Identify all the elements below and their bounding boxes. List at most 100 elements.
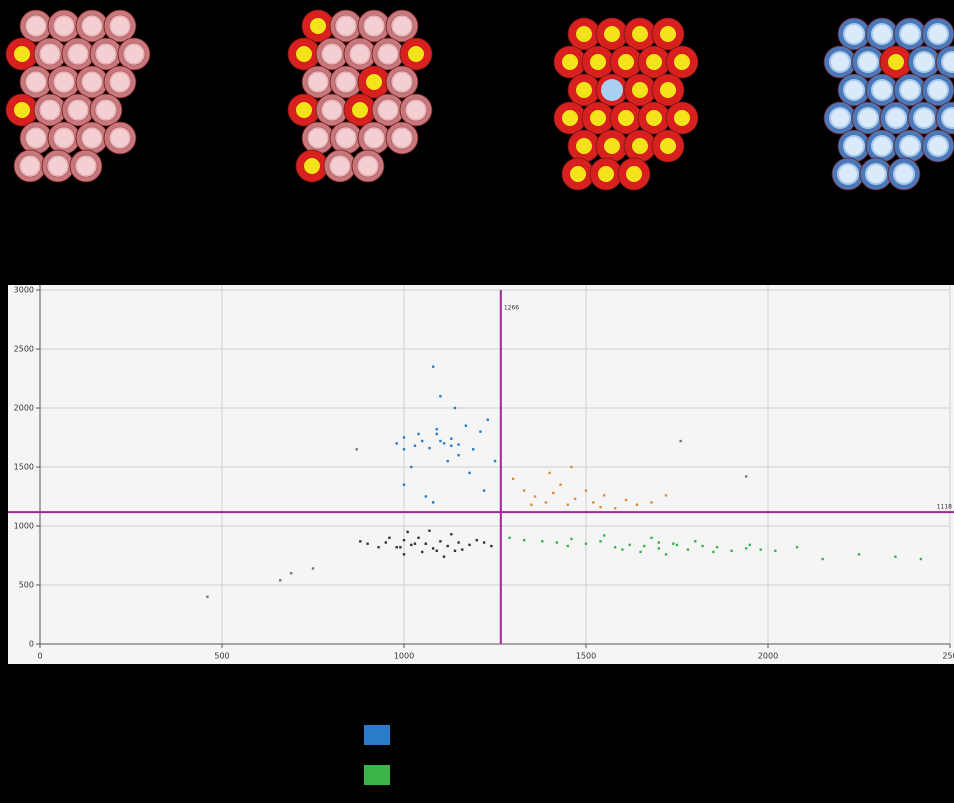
point [417, 536, 420, 539]
cell-core [55, 17, 73, 35]
point [413, 542, 417, 545]
cell-core [604, 138, 620, 154]
point [366, 542, 369, 545]
cell-core [845, 137, 863, 155]
point [712, 550, 715, 554]
point [744, 475, 748, 478]
point [857, 553, 861, 556]
cell-core [867, 165, 885, 183]
cell-core [590, 110, 606, 126]
point [730, 549, 733, 552]
plot-panel [8, 285, 954, 664]
cell-core [331, 157, 349, 175]
point [399, 546, 402, 549]
cell-core [14, 46, 30, 62]
point [748, 543, 751, 547]
point [715, 546, 719, 549]
point [566, 503, 569, 506]
point [450, 444, 453, 447]
point [279, 579, 282, 582]
point [421, 439, 424, 443]
point [428, 446, 431, 450]
point [402, 553, 406, 556]
point [439, 395, 442, 398]
point [664, 553, 668, 556]
point [541, 540, 544, 543]
cell-core [845, 25, 863, 43]
point [774, 549, 777, 552]
cell-core [111, 129, 129, 147]
cell-core [831, 53, 849, 71]
cell-core [69, 101, 87, 119]
point [468, 471, 471, 475]
cell-core [603, 81, 621, 99]
point [628, 543, 631, 547]
cell-core [393, 73, 411, 91]
point [384, 541, 387, 544]
point [559, 483, 562, 486]
cell-core [27, 129, 45, 147]
point [650, 536, 653, 539]
cell-core [351, 45, 369, 63]
point [417, 432, 420, 436]
point [446, 459, 449, 463]
cell-core [309, 73, 327, 91]
point [359, 540, 362, 543]
point [206, 595, 209, 598]
point [672, 542, 675, 545]
point [442, 442, 446, 445]
point [395, 546, 398, 549]
point [919, 557, 923, 561]
y-tick-label: 1000 [14, 522, 34, 531]
cell-core [41, 45, 59, 63]
point [599, 540, 602, 543]
point [435, 428, 438, 431]
cell-core [296, 102, 312, 118]
point [555, 541, 559, 544]
cell-core [660, 138, 676, 154]
point [461, 548, 464, 551]
point [453, 406, 457, 410]
cell-core [570, 166, 586, 182]
point [424, 495, 428, 498]
cell-core [888, 54, 904, 70]
point [311, 567, 315, 570]
point [508, 536, 511, 539]
point [584, 542, 588, 545]
cell-core [943, 53, 954, 71]
cell-core [97, 45, 115, 63]
cell-core [309, 129, 327, 147]
cell-core [632, 82, 648, 98]
point [457, 443, 460, 446]
x-tick-label: 0 [37, 652, 42, 661]
cell-core [296, 46, 312, 62]
cell-core [943, 109, 954, 127]
cell-core [393, 129, 411, 147]
cell-core [393, 17, 411, 35]
point [431, 365, 435, 368]
y-tick-label: 500 [19, 581, 34, 590]
cell-core [337, 73, 355, 91]
point [402, 448, 406, 451]
point [421, 550, 424, 554]
point [613, 546, 617, 549]
cell-core [83, 73, 101, 91]
cell-core [379, 45, 397, 63]
cell-core [901, 25, 919, 43]
point [395, 442, 398, 445]
cell-core [83, 17, 101, 35]
point [584, 489, 588, 492]
cell-core [359, 157, 377, 175]
cell-core [337, 17, 355, 35]
point [486, 418, 489, 421]
x-tick-label: 2000 [758, 652, 778, 661]
cell-core [859, 109, 877, 127]
cell-core [915, 109, 933, 127]
point [512, 477, 515, 480]
point [675, 543, 679, 547]
threshold-label: 1118 [937, 504, 952, 511]
cell-core [69, 45, 87, 63]
cell-core [674, 110, 690, 126]
cell-core [379, 101, 397, 119]
